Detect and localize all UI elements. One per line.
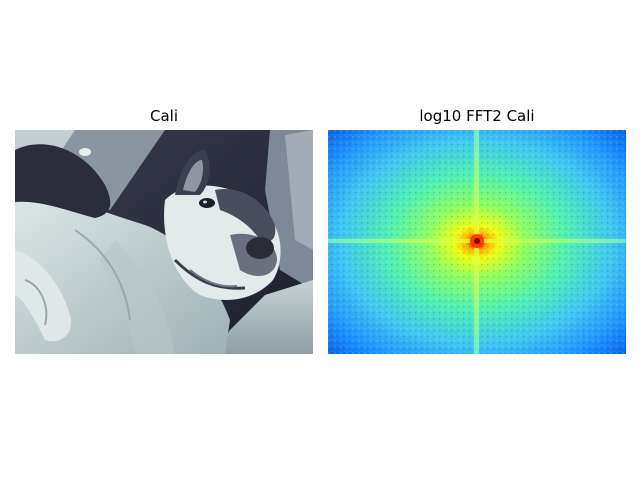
dog-photo	[15, 130, 313, 354]
fft-spectrum-drawing	[328, 130, 626, 354]
fft-spectrum-image	[328, 130, 626, 354]
dog-photo-drawing	[15, 130, 313, 354]
fft-panel: log10 FFT2 Cali	[328, 104, 626, 354]
photo-panel: Cali	[15, 104, 313, 354]
photo-panel-title: Cali	[149, 107, 178, 125]
fft-panel-title: log10 FFT2 Cali	[419, 107, 535, 125]
